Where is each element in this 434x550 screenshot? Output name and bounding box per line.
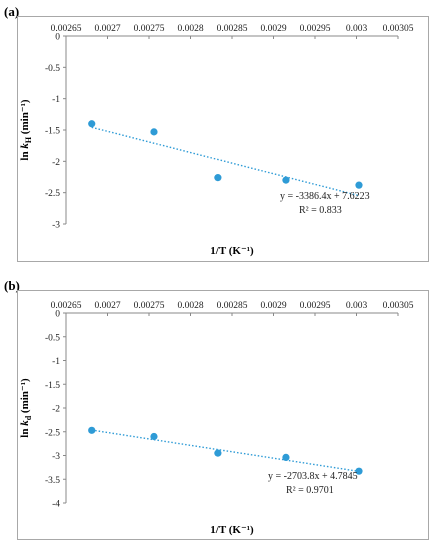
x-tick-label: 0.00265	[51, 301, 82, 311]
y-tick-label: -3.5	[45, 476, 60, 486]
chart-frame: 0.00265 0.0027 0.00275 0.0028 0.00285 0.0029 0…	[17, 290, 429, 540]
y-tick-label: -2	[52, 405, 60, 415]
x-tick-label: 0.00265	[51, 24, 82, 34]
panel-label: (a)	[4, 4, 20, 19]
x-tick-label: 0.00305	[383, 24, 414, 34]
y-tick-label: -3	[52, 221, 60, 231]
x-tick-label: 0.0029	[260, 301, 286, 311]
y-tick-label: -0.5	[45, 64, 60, 74]
data-point	[214, 174, 222, 182]
trendline	[91, 429, 360, 473]
trendline-equation: y = -3386.4x + 7.6223	[280, 191, 370, 202]
y-axis-title-sub: H	[24, 136, 33, 143]
data-point	[88, 120, 96, 128]
r-squared-label: R² = 0.833	[299, 205, 342, 216]
data-point	[150, 128, 158, 136]
y-tick-label: -2.5	[45, 428, 60, 438]
y-axis-title-suffix: (min⁻¹)	[19, 99, 31, 137]
panel-b: (b) 0.00265 0.0027 0.00275 0.0028 0.00285 0.0…	[0, 274, 434, 550]
r-squared-label: R² = 0.9701	[286, 485, 334, 496]
y-tick-label: -1	[52, 357, 60, 367]
scatter-plot-a: 0.00265 0.0027 0.00275 0.0028 0.00285 0.0029 0…	[19, 24, 414, 257]
x-tick-label: 0.0028	[177, 301, 203, 311]
data-point	[214, 449, 222, 457]
data-point	[355, 181, 363, 189]
x-axis-title: 1/T (K⁻¹)	[210, 245, 254, 257]
y-tick-label: -2	[52, 158, 60, 168]
y-tick-label: 0	[55, 33, 60, 43]
x-tick-label: 0.003	[346, 24, 368, 34]
y-tick-label: -1.5	[45, 381, 60, 391]
data-point	[282, 176, 290, 184]
chart-frame: 0.00265 0.0027 0.00275 0.0028 0.00285 0.0029 0…	[17, 16, 429, 262]
y-axis-title-prefix: ln	[19, 426, 31, 438]
x-axis-title: 1/T (K⁻¹)	[210, 524, 254, 536]
y-tick-label: -4	[52, 500, 60, 510]
trendline	[91, 126, 360, 197]
x-tick-label: 0.00275	[134, 24, 165, 34]
y-axis-title-var: k	[19, 420, 31, 426]
y-axis-title-suffix: (min⁻¹)	[19, 378, 31, 416]
y-tick-label: -3	[52, 452, 60, 462]
x-tick-label: 0.0028	[177, 24, 203, 34]
data-point	[355, 467, 363, 475]
y-axis-title: ln kH (min⁻¹)	[19, 99, 33, 161]
x-tick-label: 0.00275	[134, 301, 165, 311]
x-tick-label: 0.00295	[300, 24, 331, 34]
x-tick-label: 0.0029	[260, 24, 286, 34]
y-tick-label: -1.5	[45, 127, 60, 137]
panel-a: (a) 0.00265 0.0027 0.00275 0.0028 0.00285 0.0…	[0, 0, 434, 272]
x-tick-label: 0.00285	[217, 301, 248, 311]
scatter-plot-b: 0.00265 0.0027 0.00275 0.0028 0.00285 0.0029 0…	[19, 301, 414, 536]
x-tick-label: 0.00285	[217, 24, 248, 34]
x-tick-label: 0.00295	[300, 301, 331, 311]
x-tick-label: 0.003	[346, 301, 368, 311]
data-point	[150, 432, 158, 441]
y-tick-label: 0	[55, 310, 60, 320]
data-point	[282, 453, 290, 461]
y-axis-title-var: k	[19, 143, 31, 149]
y-axis-title: ln kd (min⁻¹)	[19, 378, 33, 438]
x-tick-label: 0.00305	[383, 301, 414, 311]
y-axis-title-sub: d	[24, 415, 33, 420]
trendline-equation: y = -2703.8x + 4.7845	[268, 471, 358, 482]
data-point	[88, 426, 96, 434]
y-tick-label: -2.5	[45, 189, 60, 199]
y-axis-title-prefix: ln	[19, 149, 31, 161]
x-tick-label: 0.0027	[94, 301, 120, 311]
x-tick-label: 0.0027	[94, 24, 120, 34]
y-tick-label: -0.5	[45, 333, 60, 343]
panel-label: (b)	[4, 278, 20, 293]
y-tick-label: -1	[52, 95, 60, 105]
